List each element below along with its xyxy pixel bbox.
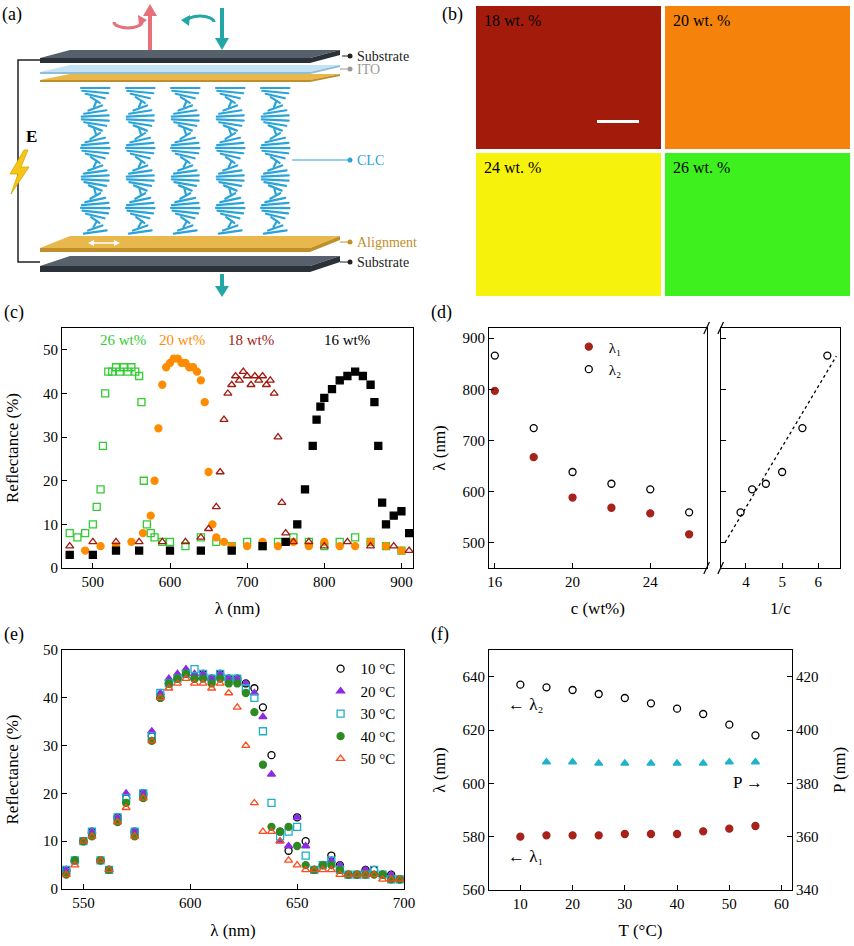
html-text:18 wt. %: 18 wt. % — [484, 12, 542, 29]
svg-text:50: 50 — [43, 342, 58, 358]
svg-text:Reflectance (%): Reflectance (%) — [3, 715, 22, 825]
svg-text:1/c: 1/c — [770, 599, 791, 618]
svg-text:600: 600 — [179, 895, 202, 911]
svg-text:λ (nm): λ (nm) — [430, 425, 449, 471]
svg-text:30: 30 — [43, 429, 58, 445]
svg-text:650: 650 — [286, 895, 309, 911]
svg-text:← λ₂: ← λ₂ — [508, 695, 543, 714]
svg-text:30: 30 — [43, 738, 58, 754]
html-text:(c): (c) — [4, 302, 24, 322]
svg-text:P (nm): P (nm) — [830, 747, 849, 793]
svg-text:640: 640 — [463, 669, 486, 685]
svg-text:800: 800 — [463, 382, 486, 398]
svg-text:900: 900 — [463, 330, 486, 346]
svg-text:600: 600 — [463, 776, 486, 792]
svg-text:Substrate: Substrate — [357, 255, 409, 270]
svg-text:λ₂: λ₂ — [609, 362, 622, 378]
svg-text:λ (nm): λ (nm) — [430, 747, 449, 793]
svg-text:360: 360 — [796, 829, 819, 845]
html-text:(d): (d) — [431, 302, 452, 322]
svg-text:50 °C: 50 °C — [361, 751, 396, 767]
svg-text:Substrate: Substrate — [357, 49, 410, 64]
svg-text:6: 6 — [815, 574, 823, 590]
html-text:20 wt. %: 20 wt. % — [673, 12, 731, 29]
svg-text:10: 10 — [43, 517, 58, 533]
svg-text:340: 340 — [796, 882, 819, 898]
svg-text:800: 800 — [313, 574, 336, 590]
svg-text:Reflectance (%): Reflectance (%) — [3, 393, 22, 503]
svg-text:40 °C: 40 °C — [361, 729, 396, 745]
svg-text:5: 5 — [778, 574, 786, 590]
svg-text:20: 20 — [565, 574, 580, 590]
svg-text:500: 500 — [82, 574, 105, 590]
svg-text:30: 30 — [617, 896, 632, 912]
svg-text:16: 16 — [487, 574, 503, 590]
svg-text:600: 600 — [159, 574, 182, 590]
html-text:26 wt. %: 26 wt. % — [673, 159, 731, 176]
svg-text:16 wt%: 16 wt% — [324, 332, 370, 348]
svg-text:P →: P → — [733, 773, 763, 792]
svg-text:700: 700 — [463, 433, 486, 449]
svg-text:700: 700 — [236, 574, 259, 590]
svg-text:40: 40 — [43, 386, 58, 402]
svg-text:40: 40 — [43, 690, 58, 706]
svg-text:18 wt%: 18 wt% — [228, 332, 274, 348]
svg-text:600: 600 — [463, 484, 486, 500]
svg-text:ITO: ITO — [357, 62, 380, 77]
html-text:24 wt. %: 24 wt. % — [484, 159, 542, 176]
html-text:(b): (b) — [442, 4, 463, 24]
svg-text:← λ₁: ← λ₁ — [508, 847, 543, 866]
svg-text:20: 20 — [565, 896, 580, 912]
svg-text:E: E — [26, 127, 37, 146]
svg-text:400: 400 — [796, 722, 819, 738]
html-text:(f): (f) — [431, 624, 449, 644]
svg-text:620: 620 — [463, 722, 486, 738]
svg-text:580: 580 — [463, 829, 486, 845]
svg-text:(a): (a) — [2, 4, 22, 25]
svg-text:CLC: CLC — [357, 153, 384, 168]
svg-text:550: 550 — [72, 895, 95, 911]
svg-text:20: 20 — [43, 786, 58, 802]
svg-text:40: 40 — [670, 896, 685, 912]
svg-text:50: 50 — [43, 642, 58, 658]
html-text:(e): (e) — [4, 624, 24, 644]
svg-text:4: 4 — [742, 574, 750, 590]
svg-text:500: 500 — [463, 535, 486, 551]
svg-text:20 °C: 20 °C — [361, 684, 396, 700]
svg-text:λ (nm): λ (nm) — [215, 599, 261, 618]
svg-text:10: 10 — [513, 896, 528, 912]
svg-text:c (wt%): c (wt%) — [571, 599, 625, 618]
svg-text:10: 10 — [43, 833, 58, 849]
svg-text:20 wt%: 20 wt% — [159, 332, 205, 348]
svg-text:60: 60 — [774, 896, 789, 912]
svg-text:30 °C: 30 °C — [361, 706, 396, 722]
svg-text:900: 900 — [390, 574, 413, 590]
svg-text:λ (nm): λ (nm) — [210, 921, 256, 940]
svg-text:380: 380 — [796, 776, 819, 792]
svg-text:λ₁: λ₁ — [609, 340, 622, 356]
svg-text:Alignment: Alignment — [357, 235, 417, 250]
svg-text:24: 24 — [643, 574, 659, 590]
svg-text:20: 20 — [43, 473, 58, 489]
svg-text:700: 700 — [393, 895, 416, 911]
svg-text:50: 50 — [722, 896, 737, 912]
svg-text:0: 0 — [51, 560, 59, 576]
svg-text:26 wt%: 26 wt% — [100, 332, 146, 348]
svg-text:10 °C: 10 °C — [361, 661, 396, 677]
svg-text:560: 560 — [463, 882, 486, 898]
svg-text:420: 420 — [796, 669, 819, 685]
svg-text:T (°C): T (°C) — [619, 921, 663, 940]
svg-text:0: 0 — [51, 881, 59, 897]
